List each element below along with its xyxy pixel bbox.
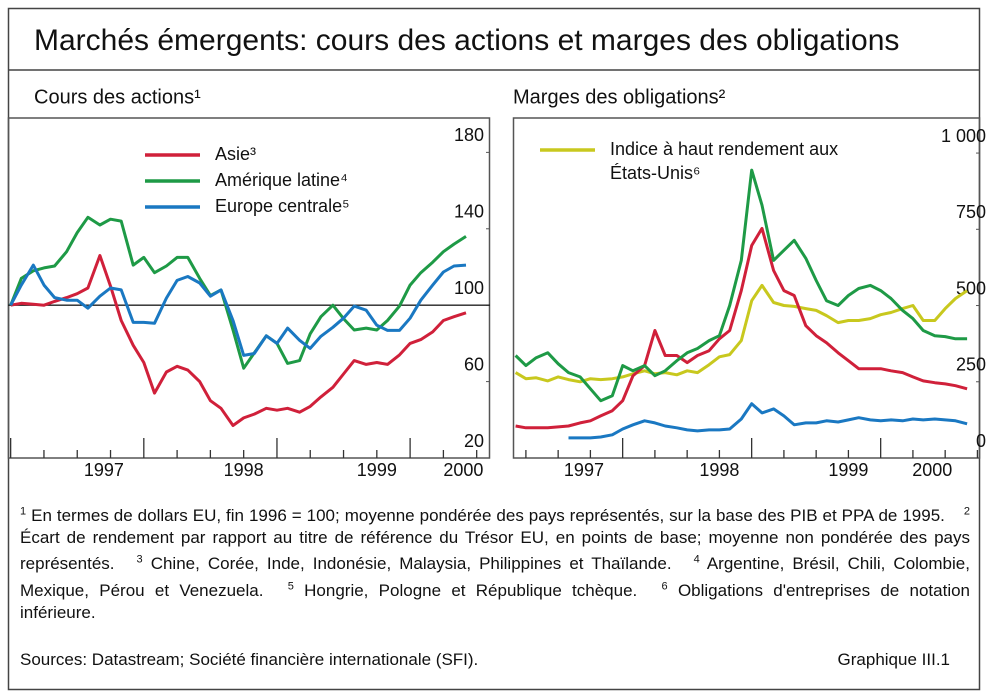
series-line: [515, 226, 968, 430]
series-line: [514, 168, 968, 403]
y-tick-label: 60: [464, 354, 484, 374]
series-line: [514, 283, 968, 384]
y-tick-label: 250: [956, 355, 986, 375]
footnote: 5 Hongrie, Pologne et République tchèque…: [287, 580, 638, 600]
x-tick-label: 2000: [443, 460, 483, 480]
footnote-mark: 1: [20, 505, 27, 517]
series-line: [9, 263, 467, 357]
x-tick-label: 1999: [357, 460, 397, 480]
title: Marchés émergents: cours des actions et …: [34, 24, 899, 57]
footnote-text: Chine, Corée, Inde, Indonésie, Malaysia,…: [150, 554, 672, 574]
x-tick-label: 2000: [912, 460, 952, 480]
footnote-text: Argentine, Brésil, Chili, Colombie, Mexi…: [20, 554, 970, 600]
footnote-text: Écart de rendement par rapport au titre …: [20, 527, 970, 574]
footnotes: 1 En termes de dollars EU, fin 1996 = 10…: [20, 500, 970, 624]
x-tick-label: 1998: [224, 460, 264, 480]
footnote: 3 Chine, Corée, Inde, Indonésie, Malaysi…: [136, 553, 672, 574]
y-tick-label: 750: [956, 202, 986, 222]
series-line: [10, 254, 467, 427]
y-tick-label: 20: [464, 431, 484, 451]
y-tick-label: 100: [454, 278, 484, 298]
x-tick-label: 1997: [84, 460, 124, 480]
series-line: [568, 402, 968, 440]
footnote-mark: 2: [963, 505, 970, 517]
plot-frame: [512, 117, 981, 459]
footnote-text: Obligations d'entreprises de notation in…: [20, 580, 971, 622]
plot-frame: [7, 117, 491, 459]
footnote-mark: 4: [693, 553, 700, 566]
footnote: 2 Écart de rendement par rapport au titr…: [20, 505, 970, 574]
footnote: 4 Argentine, Brésil, Chili, Colombie, Me…: [20, 554, 970, 600]
panel-subtitle: Marges des obligations²: [513, 86, 726, 108]
footnote-mark: 5: [287, 580, 294, 593]
panel-subtitle: Cours des actions¹: [34, 86, 201, 108]
footnote-mark: 6: [661, 580, 668, 593]
series-line: [9, 215, 467, 370]
y-tick-label: 0: [976, 431, 986, 451]
footnote: 1 En termes de dollars EU, fin 1996 = 10…: [20, 505, 945, 525]
x-tick-label: 1998: [699, 460, 739, 480]
y-tick-label: 140: [454, 202, 484, 222]
footnote: 6 Obligations d'entreprises de notation …: [20, 580, 971, 622]
legend-label: Europe centrale⁵: [215, 196, 350, 216]
legend-label: Indice à haut rendement aux États-Unis⁶: [610, 139, 838, 183]
sources: Sources: Datastream; Société financière …: [20, 650, 479, 669]
figure-label: Graphique III.1: [837, 650, 950, 669]
x-tick-label: 1997: [564, 460, 604, 480]
legend-label: Asie³: [215, 144, 256, 164]
footnote-text: En termes de dollars EU, fin 1996 = 100;…: [31, 505, 945, 525]
y-tick-label: 180: [454, 125, 484, 145]
legend-label: Amérique latine⁴: [215, 170, 348, 190]
x-tick-label: 1999: [828, 460, 868, 480]
y-tick-label: 1 000: [941, 126, 986, 146]
footnote-mark: 3: [136, 553, 143, 566]
sources-row: Sources: Datastream; Société financière …: [20, 650, 970, 670]
footnote-text: Hongrie, Pologne et République tchèque.: [304, 580, 638, 600]
